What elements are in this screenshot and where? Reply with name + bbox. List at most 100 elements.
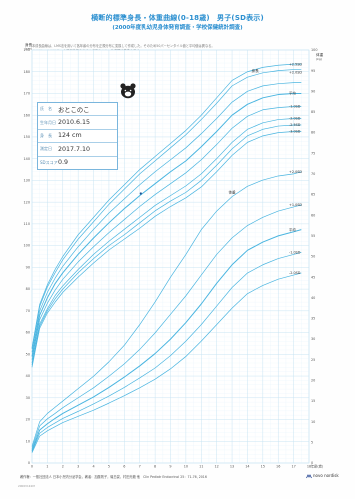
info-row-measure-date: 測定日 2017.7.10 [38,143,117,157]
age-tick-label: 0 [31,465,33,469]
weight-tick-label: 60 [311,213,315,217]
weight-tick-label: 65 [311,193,315,197]
age-tick-label: 3 [77,465,79,469]
note-line: 本成長曲線は、LMS法を用いて各年齢の分布を正規分布に変換して作成した。そのため… [32,44,215,48]
height-tick-label: 190 [24,48,30,52]
weight-tick-label: 70 [311,172,315,176]
weight-tick-label: 10 [311,420,315,424]
chart-title: 横断的標準身長・体重曲線(0-18歳) 男子(SD表示) [91,14,264,22]
weight-sd-label: +2.0SD [289,170,302,174]
info-card: 氏 名 おとこのこ 生年月日 2010.6.15 身 長 124 cm 測定日 … [37,102,118,170]
weight-tick-label: 0 [311,461,313,465]
height-curve [31,106,302,360]
bear-icon [129,89,132,92]
age-tick-label: 16 [276,465,280,469]
curve-name-label: 身長 [252,68,260,73]
weight-sd-label: -1.0SD [289,251,301,255]
height-tick-label: 70 [26,309,30,313]
bear-icon [124,91,132,97]
age-tick-label: 13 [230,465,234,469]
weight-tick-label: 45 [311,275,315,279]
age-tick-label: 4 [92,465,94,469]
info-row-sd-score: SDスコア 0.9 [38,157,117,169]
copyright-footer: 著作権：一般社団法人 日本小児内分泌学会，著者：加藤則子，磯島豪，村田光範 他 … [20,475,207,479]
age-tick-label: 6 [123,465,125,469]
info-value: おとこのこ [58,106,90,114]
info-label: 身 長 [40,132,52,138]
weight-tick-label: 55 [311,234,315,238]
weight-tick-label: 100 [311,48,317,52]
weight-tick-label: 15 [311,399,315,403]
weight-tick-label: 95 [311,69,315,73]
height-sd-label: -1.0SD [289,105,301,109]
height-tick-label: 20 [26,418,30,422]
height-curve [31,92,302,357]
brand-logo: novo nordisk [306,473,339,479]
measurement-point [139,192,142,195]
weight-curve [31,252,302,452]
age-tick-label: 9 [169,465,171,469]
height-tick-label: 90 [26,265,30,269]
weight-curve [31,229,302,451]
age-tick-label: 18 [307,465,311,469]
height-tick-label: 80 [26,287,30,291]
height-curve [31,124,302,366]
age-tick-label: 1 [46,465,48,469]
age-tick-label: 10 [184,465,188,469]
age-tick-label: 5 [108,465,110,469]
info-row-name: 氏 名 おとこのこ [38,103,117,117]
weight-tick-label: 90 [311,89,315,93]
age-tick-label: 11 [199,465,203,469]
weight-sd-label: +1.0SD [289,203,302,207]
height-sd-label: -2.5SD [289,123,301,127]
weight-curve [31,204,302,449]
height-tick-label: 180 [24,70,30,74]
age-axis-label: 年齢(歳) [311,464,323,469]
info-row-birthdate: 生年月日 2010.6.15 [38,116,117,130]
height-sd-label: +2.5SD [289,62,302,66]
age-tick-label: 7 [139,465,141,469]
height-tick-label: 100 [24,244,30,248]
height-axis-label: 身長 [25,42,33,47]
height-curve [31,69,302,349]
curve-name-label: 体重 [228,190,236,195]
height-tick-label: 110 [24,222,30,226]
weight-tick-label: 20 [311,379,315,383]
height-sd-label: -2.0SD [289,117,301,121]
brand-mark-icon [306,473,312,478]
weight-axis-label: 体重 [316,52,324,57]
height-sd-label: +2.0SD [289,70,302,74]
info-label: 氏 名 [40,106,52,112]
weight-tick-label: 30 [311,337,315,341]
info-label: 測定日 [40,146,52,152]
height-sd-label: 平均 [289,91,296,96]
height-curve [31,131,302,368]
weight-curve [31,171,302,447]
weight-tick-label: 35 [311,317,315,321]
weight-tick-label: 85 [311,110,315,114]
height-tick-label: 160 [24,113,30,117]
height-tick-label: 0 [28,461,30,465]
age-tick-label: 2 [62,465,64,469]
chart-subtitle: (2000年度乳幼児身体発育調査・学校保健統計調査) [112,25,243,31]
info-value: 0.9 [58,159,69,167]
height-curve [31,118,302,364]
height-tick-label: 150 [24,135,30,139]
age-tick-label: 8 [154,465,156,469]
info-value: 2017.7.10 [58,145,91,153]
weight-axis-unit: (kg) [316,57,322,61]
height-tick-label: 10 [26,439,30,443]
brand-name: novo nordisk [313,473,339,478]
height-tick-label: 130 [24,179,30,183]
height-tick-label: 120 [24,200,30,204]
height-tick-label: 170 [24,92,30,96]
height-tick-label: 140 [24,157,30,161]
weight-sd-label: -2.0SD [289,271,301,275]
height-curve [31,63,302,348]
info-value: 124 cm [58,132,82,140]
weight-tick-label: 75 [311,151,315,155]
age-tick-label: 12 [215,465,219,469]
info-label: 生年月日 [40,119,56,125]
